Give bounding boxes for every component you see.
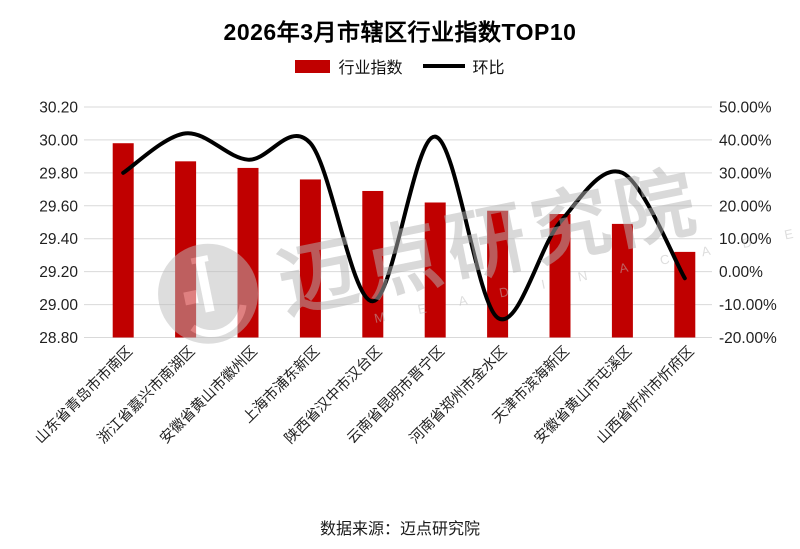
legend-item-line-series: 环比 [422,54,505,78]
right-axis-tick-label: -20.00% [719,330,777,347]
mom-change-line [121,131,687,322]
source-note: 数据来源：迈点研究院 [319,521,480,538]
line-series-swatch-icon [422,64,465,68]
right-axis-tick-label: 10.00% [719,231,772,248]
left-axis-tick-label: 29.80 [39,165,78,182]
bar [424,202,446,338]
legend-item-bar-series: 行业指数 [295,54,403,78]
right-axis-tick-label: -10.00% [719,297,777,314]
right-axis-tick-label: 20.00% [719,198,772,215]
bar [549,214,571,338]
bar [674,251,696,338]
right-axis-tick-label: 0.00% [719,264,763,281]
right-axis-tick-label: 30.00% [719,165,772,182]
bar [237,167,259,338]
right-axis-tick-label: 50.00% [719,100,772,117]
left-axis-tick-label: 29.20 [39,264,78,281]
bar-series-swatch-icon [295,59,331,73]
legend-bar-label: 行业指数 [338,60,403,77]
left-axis-tick-label: 29.00 [39,297,78,314]
chart-legend: 行业指数 环比 [0,54,800,78]
bar [611,223,633,338]
left-axis-tick-label: 30.00 [39,132,78,149]
bar [299,179,321,338]
chart-title: 2026年3月市辖区行业指数TOP10 [223,19,577,45]
legend-line-label: 环比 [472,60,505,77]
bar [362,190,384,338]
left-axis-tick-label: 29.60 [39,198,78,215]
bar [487,210,509,338]
right-axis-tick-label: 40.00% [719,132,772,149]
bar [175,161,197,338]
left-axis-tick-label: 28.80 [39,330,78,347]
bar [112,143,134,338]
left-axis-tick-label: 30.20 [39,100,78,117]
left-axis-tick-label: 29.40 [39,231,78,248]
